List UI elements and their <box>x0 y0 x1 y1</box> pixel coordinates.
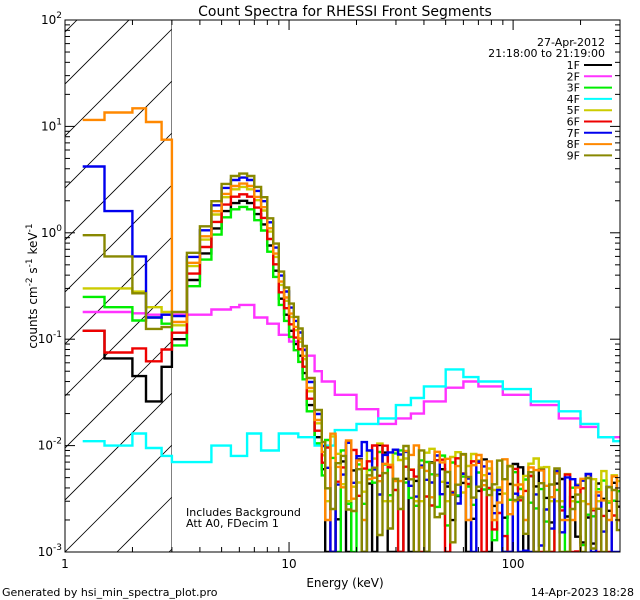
y-tick-label: 101 <box>41 117 62 133</box>
series-line <box>82 172 620 552</box>
series-line <box>82 368 620 464</box>
y-tick-label: 10-3 <box>38 543 62 559</box>
time-range: 21:18:00 to 21:19:00 <box>488 47 605 60</box>
axes: 1 10 100 102 101 100 10-1 10-2 10-3 <box>38 11 621 571</box>
hatch-line <box>65 20 182 137</box>
x-tick-label: 1 <box>61 557 69 571</box>
hatch-line <box>65 20 130 85</box>
hatch-mask <box>171 20 620 552</box>
legend-label: 1F <box>567 59 580 72</box>
chart-title: Count Spectra for RHESSI Front Segments <box>198 4 492 20</box>
x-tick-label: 100 <box>502 557 525 571</box>
legend-label: 4F <box>567 93 580 106</box>
y-axis-label: counts cm-2 s-1 keV-1 <box>25 223 40 348</box>
hatch-line <box>65 20 78 33</box>
y-tick-label: 102 <box>41 11 62 27</box>
hatch-line <box>0 0 93 552</box>
y-tick-label: 10-2 <box>38 437 62 453</box>
series-lines <box>82 107 620 552</box>
x-tick-label: 10 <box>281 557 296 571</box>
footer-timestamp: 14-Apr-2023 18:28 <box>531 586 634 599</box>
y-tick-label: 100 <box>41 224 62 240</box>
legend-label: 8F <box>567 138 580 151</box>
legend-label: 5F <box>567 104 580 117</box>
y-tick-label: 10-1 <box>38 330 62 346</box>
footer-generator: Generated by hsi_min_spectra_plot.pro <box>2 586 218 599</box>
x-axis-label: Energy (keV) <box>306 576 383 590</box>
excluded-energy-hatch <box>0 0 620 552</box>
legend-label: 6F <box>567 116 580 129</box>
attenuator-note: Att A0, FDecim 1 <box>186 517 279 530</box>
legend-label: 2F <box>567 70 580 83</box>
legend-label: 9F <box>567 149 580 162</box>
series-line <box>82 303 620 439</box>
observation-date: 27-Apr-2012 <box>537 36 605 49</box>
plot-frame <box>64 19 621 553</box>
legend-label: 7F <box>567 127 580 140</box>
legend-label: 3F <box>567 82 580 95</box>
background-note: Includes Background <box>186 506 301 519</box>
